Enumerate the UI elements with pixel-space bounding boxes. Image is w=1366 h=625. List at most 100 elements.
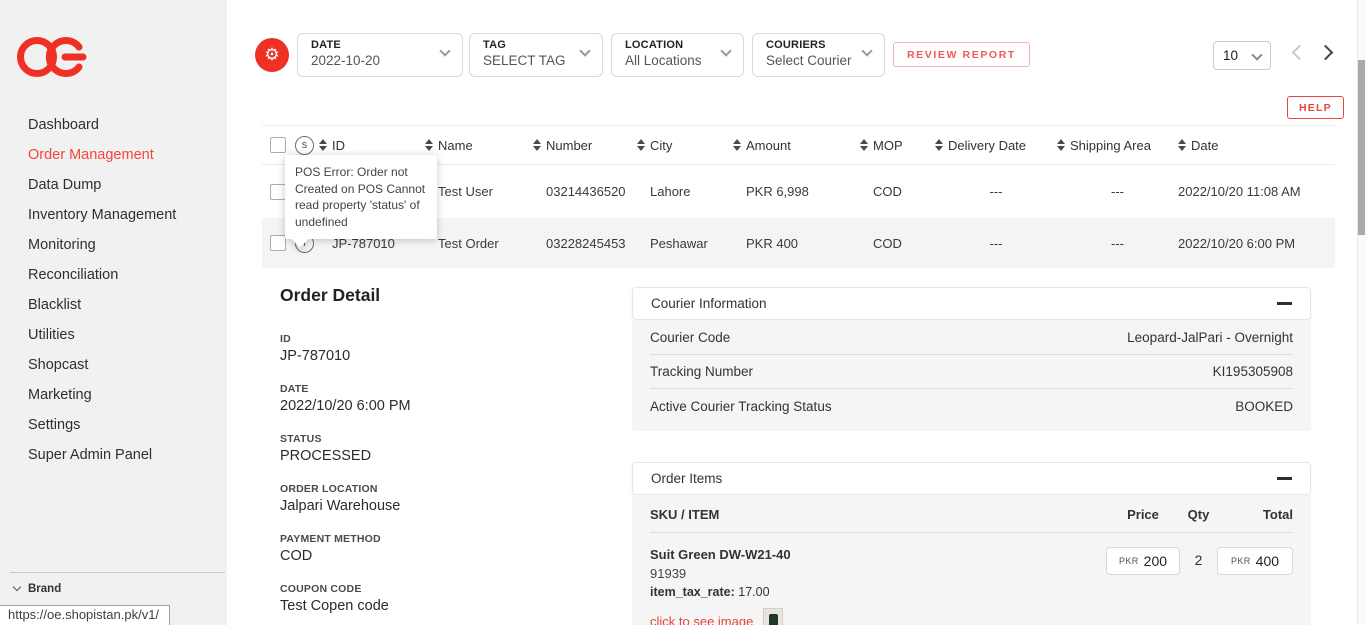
table-row-selected[interactable]: i JP-787010 Test Order 03228245453 Pesha… xyxy=(262,218,1335,268)
tracking-number-value: KI195305908 xyxy=(1212,364,1293,379)
date-filter-dropdown[interactable]: DATE 2022-10-20 xyxy=(297,33,463,77)
courier-code-label: Courier Code xyxy=(650,330,731,345)
price-header: Price xyxy=(1127,506,1159,522)
page-size-value: 10 xyxy=(1223,48,1239,63)
column-header-delivery-date[interactable]: Delivery Date xyxy=(948,137,1027,153)
oe-logo-icon[interactable] xyxy=(13,27,89,90)
sidebar-item-order-management[interactable]: Order Management xyxy=(28,147,154,163)
couriers-filter-dropdown[interactable]: COURIERS Select Courier xyxy=(752,33,885,77)
sidebar-item-data-dump[interactable]: Data Dump xyxy=(28,177,102,193)
sidebar-item-reconciliation[interactable]: Reconciliation xyxy=(28,267,119,283)
cell-delivery-date: --- xyxy=(989,184,1003,199)
detail-value: JP-787010 xyxy=(280,348,351,364)
column-header-name[interactable]: Name xyxy=(438,137,473,153)
collapse-icon[interactable] xyxy=(1277,477,1292,480)
detail-field: STATUS PROCESSED xyxy=(280,433,610,464)
cell-shipping-area: --- xyxy=(1111,184,1124,199)
column-header-id[interactable]: ID xyxy=(332,137,345,153)
tracking-number-row: Tracking Number KI195305908 xyxy=(650,355,1293,389)
total-header: Total xyxy=(1262,506,1293,522)
tag-filter-label: TAG xyxy=(483,39,507,51)
sort-icon[interactable] xyxy=(533,139,541,151)
help-button[interactable]: HELP xyxy=(1287,96,1344,119)
cell-date: 2022/10/20 6:00 PM xyxy=(1178,235,1296,251)
sort-icon[interactable] xyxy=(733,139,741,151)
settings-gear-button[interactable]: ⚙ xyxy=(255,38,289,72)
sort-icon[interactable] xyxy=(860,139,868,151)
location-filter-label: LOCATION xyxy=(625,39,684,51)
item-sku: 91939 xyxy=(650,566,687,581)
sidebar-item-settings[interactable]: Settings xyxy=(28,417,81,433)
column-header-city[interactable]: City xyxy=(650,137,673,153)
location-filter-dropdown[interactable]: LOCATION All Locations xyxy=(611,33,744,77)
product-thumbnail-image[interactable] xyxy=(763,608,784,625)
chevron-down-icon xyxy=(720,45,732,57)
price-value: 200 xyxy=(1143,553,1168,569)
detail-field: PAYMENT METHOD COD xyxy=(280,533,610,564)
gear-icon: ⚙ xyxy=(264,45,280,64)
sku-item-header: SKU / ITEM xyxy=(650,506,720,522)
brand-toggle[interactable]: Brand xyxy=(12,582,62,595)
table-row[interactable]: Test User 03214436520 Lahore PKR 6,998 C… xyxy=(262,165,1335,218)
sidebar-divider xyxy=(10,572,225,573)
location-filter-value: All Locations xyxy=(625,53,702,68)
select-all-checkbox[interactable] xyxy=(270,137,286,153)
cell-date: 2022/10/20 11:08 AM xyxy=(1178,184,1301,199)
brand-label: Brand xyxy=(28,583,62,595)
browser-status-url: https://oe.shopistan.pk/v1/ xyxy=(0,605,171,625)
sidebar-item-super-admin-panel[interactable]: Super Admin Panel xyxy=(28,447,153,463)
page-size-select[interactable]: 10 xyxy=(1213,41,1271,70)
cell-id: JP-787010 xyxy=(332,235,395,251)
tracking-status-value: BOOKED xyxy=(1235,398,1293,414)
sidebar-item-utilities[interactable]: Utilities xyxy=(28,327,75,343)
review-report-button[interactable]: REVIEW REPORT xyxy=(893,42,1030,67)
detail-field: COUPON CODE Test Copen code xyxy=(280,583,610,614)
chevron-down-icon xyxy=(12,582,22,592)
detail-label: COUPON CODE xyxy=(280,583,362,595)
sort-icon[interactable] xyxy=(637,139,645,151)
detail-label: ORDER LOCATION xyxy=(280,483,378,495)
sort-icon[interactable] xyxy=(935,139,943,151)
sort-icon[interactable] xyxy=(1178,139,1186,151)
sidebar-item-inventory-management[interactable]: Inventory Management xyxy=(28,207,177,223)
next-page-button[interactable] xyxy=(1317,44,1334,61)
item-qty: 2 xyxy=(1194,552,1203,568)
detail-label: ID xyxy=(280,333,291,345)
column-header-amount[interactable]: Amount xyxy=(746,137,791,153)
cell-shipping-area: --- xyxy=(1111,235,1124,251)
vertical-scrollbar[interactable] xyxy=(1357,0,1366,625)
tracking-number-label: Tracking Number xyxy=(650,364,754,379)
column-header-date[interactable]: Date xyxy=(1191,137,1219,153)
couriers-filter-label: COURIERS xyxy=(766,39,826,51)
detail-value: 2022/10/20 6:00 PM xyxy=(280,398,411,414)
cell-city: Lahore xyxy=(650,184,691,199)
sidebar-item-blacklist[interactable]: Blacklist xyxy=(28,297,82,313)
column-header-mop[interactable]: MOP xyxy=(873,137,903,153)
column-header-shipping-area[interactable]: Shipping Area xyxy=(1070,137,1151,153)
scrollbar-thumb[interactable] xyxy=(1358,60,1365,235)
item-tax-value: 17.00 xyxy=(738,585,770,599)
sidebar-item-marketing[interactable]: Marketing xyxy=(28,387,92,403)
sort-icon[interactable] xyxy=(319,139,327,151)
sidebar-item-monitoring[interactable]: Monitoring xyxy=(28,237,96,253)
cell-mop: COD xyxy=(873,184,902,199)
order-items-header[interactable]: Order Items xyxy=(632,462,1311,495)
click-to-see-image-link[interactable]: click to see image xyxy=(650,613,754,625)
cell-city: Peshawar xyxy=(650,235,708,251)
column-header-number[interactable]: Number xyxy=(546,137,593,153)
row-checkbox[interactable] xyxy=(270,183,286,200)
item-price-pill: PKR 200 xyxy=(1106,547,1180,575)
sort-icon[interactable] xyxy=(1057,139,1065,151)
cell-number: 03214436520 xyxy=(546,184,626,199)
detail-value: Test Copen code xyxy=(280,598,389,614)
detail-value: COD xyxy=(280,548,313,564)
row-checkbox[interactable] xyxy=(270,235,286,251)
sort-icon[interactable] xyxy=(425,139,433,151)
collapse-icon[interactable] xyxy=(1277,302,1292,305)
tag-filter-dropdown[interactable]: TAG SELECT TAG xyxy=(469,33,603,77)
courier-panel-header[interactable]: Courier Information xyxy=(632,287,1311,320)
prev-page-button[interactable] xyxy=(1291,44,1308,61)
total-currency: PKR xyxy=(1230,556,1251,566)
sidebar-item-dashboard[interactable]: Dashboard xyxy=(28,117,99,133)
sidebar-item-shopcast[interactable]: Shopcast xyxy=(28,357,89,373)
